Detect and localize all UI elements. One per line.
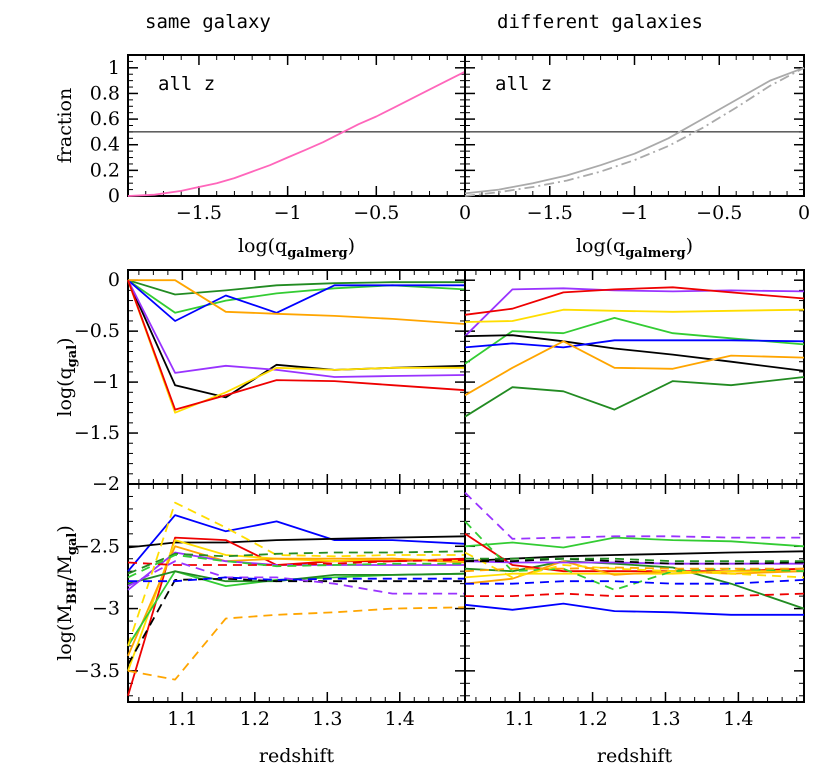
series-line-2: [464, 67, 805, 197]
series-line-12: [465, 592, 805, 597]
y-axis-label: fraction: [54, 88, 76, 163]
x-tick-label: −1.5: [527, 202, 573, 224]
x-tick-label: 0: [798, 202, 810, 224]
y-tick-label: −0.5: [74, 320, 120, 342]
series-line-11: [127, 577, 465, 666]
x-tick-label: 1.4: [385, 708, 415, 730]
series-line-5: [127, 545, 466, 657]
left-column-title: same galaxy: [145, 11, 271, 33]
series-line-8: [464, 560, 804, 565]
x-tick-label: −0.5: [353, 202, 399, 224]
y-tick-label: 0.8: [90, 82, 120, 104]
y-tick-label: −1.5: [74, 422, 120, 444]
panel-top-left: −1.5 −1 −0.5 0 0.2 0.4 0.6 0.8 1 all z log(qgalmer…: [54, 54, 466, 261]
series-line-1: [127, 514, 466, 572]
series-line-9: [127, 606, 466, 681]
series-line-15: [128, 576, 465, 583]
panel-bottom-right: 1.1 1.2 1.3 1.4 redshift: [464, 483, 805, 767]
y-tick-label: −2.5: [74, 535, 120, 557]
series-line-12: [127, 559, 466, 566]
x-tick-label: 0: [459, 202, 471, 224]
x-axis-label: log(qgalmerg): [576, 235, 693, 261]
series-line-3: [127, 279, 465, 322]
x-tick-label: 1.1: [167, 708, 197, 730]
series-line-14: [127, 550, 466, 575]
y-tick-label: −3.5: [74, 660, 120, 682]
y-tick-label: 0: [108, 269, 120, 291]
y-tick-label: 1: [108, 57, 120, 79]
y-axis-label: log(qgal): [54, 337, 80, 416]
series-line-2: [464, 286, 805, 316]
series-line-1: [464, 602, 804, 616]
series-line-1: [127, 279, 465, 296]
series-line-4: [128, 279, 466, 325]
series-line-15: [464, 566, 804, 573]
x-tick-label: −1: [620, 202, 648, 224]
series-line-9: [464, 492, 804, 540]
series-line-6: [464, 339, 805, 349]
panel-middle-left: −2 −1.5 −1 −0.5 0 log(qgal): [54, 269, 466, 495]
series-line-1: [464, 66, 805, 195]
series-line-8: [127, 551, 465, 591]
plot-frame: [464, 269, 805, 485]
y-tick-label: 0.2: [90, 159, 120, 181]
series-line-8: [464, 376, 805, 418]
series-line-7: [464, 340, 805, 397]
x-tick-label: 1.4: [723, 708, 753, 730]
series-line-6: [464, 570, 804, 579]
series-line-1: [464, 287, 805, 337]
y-tick-label: −1: [92, 371, 120, 393]
series-line-7: [127, 279, 465, 414]
x-tick-label: 1.2: [577, 708, 607, 730]
plot-frame: [464, 483, 805, 703]
y-axis-label: log(MBH/Mgal): [54, 525, 80, 661]
series-line-1: [127, 70, 466, 197]
x-tick-label: 1.3: [312, 708, 342, 730]
y-tick-label: 0: [108, 185, 120, 207]
plot-frame: [127, 269, 466, 485]
x-tick-label: −1.5: [176, 202, 222, 224]
y-tick-label: −2: [92, 473, 120, 495]
x-tick-label: −0.5: [696, 202, 742, 224]
series-line-8: [127, 279, 466, 411]
panel-bottom-left: 1.1 1.2 1.3 1.4 −3.5 −3 −2.5 redshift log(MBH/Mg…: [54, 483, 466, 767]
series-line-3: [464, 308, 805, 323]
panel-annotation: all z: [495, 73, 552, 95]
x-tick-label: 1.3: [650, 708, 680, 730]
series-line-10: [127, 501, 465, 647]
x-axis-label: log(qgalmerg): [238, 235, 355, 261]
series-line-4: [464, 536, 805, 549]
x-axis-label: redshift: [259, 745, 335, 767]
x-tick-label: 1.2: [240, 708, 270, 730]
y-tick-label: 0.4: [90, 134, 120, 156]
series-line-16: [127, 554, 465, 579]
series-line-4: [464, 316, 805, 365]
y-tick-label: 0.6: [90, 108, 120, 130]
series-line-10: [464, 520, 805, 591]
panels: −1.5 −1 −0.5 0 0.2 0.4 0.6 0.8 1 all z log(qgalmer…: [54, 54, 810, 767]
x-tick-label: 1.1: [505, 708, 535, 730]
x-axis-label: redshift: [597, 745, 673, 767]
series-line-5: [464, 334, 805, 372]
x-tick-label: −1: [274, 202, 302, 224]
series-line-6: [127, 279, 466, 378]
series-line-11: [464, 551, 805, 579]
series-line-13: [127, 560, 465, 595]
series-line-14: [465, 557, 805, 565]
series-line-16: [465, 557, 804, 563]
series-line-13: [465, 579, 805, 585]
panel-middle-right: [464, 269, 805, 485]
right-column-title: different galaxies: [497, 11, 703, 33]
panel-annotation: all z: [158, 73, 215, 95]
y-tick-label: −3: [92, 598, 120, 620]
panel-top-right: −1.5 −1 −0.5 0 0 all z log(qgalmerg): [459, 54, 810, 261]
